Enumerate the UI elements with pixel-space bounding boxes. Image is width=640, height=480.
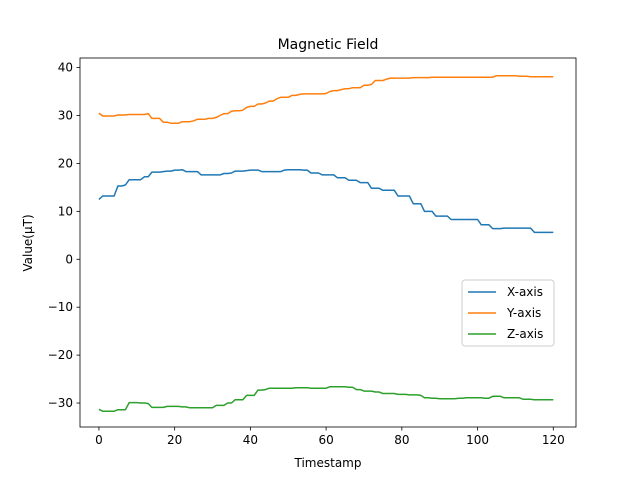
y-tick-label: 40 (58, 61, 73, 75)
legend-label-x-axis: X-axis (507, 285, 543, 299)
x-tick-label: 20 (167, 433, 182, 447)
axes: 0 20 40 60 80 100 120 −30 −20 −10 0 10 20 30 40 (48, 57, 577, 447)
legend: X-axis Y-axis Z-axis (461, 279, 555, 347)
x-tick-label: 60 (318, 433, 333, 447)
plot-area (98, 74, 554, 412)
plot-frame (79, 57, 577, 428)
x-axis-label: Timestamp (294, 456, 362, 470)
y-tick-label: −30 (48, 396, 73, 410)
x-tick-label: 0 (95, 433, 103, 447)
legend-label-y-axis: Y-axis (506, 306, 541, 320)
y-tick-label: 20 (58, 156, 73, 170)
x-tick-label: 120 (542, 433, 565, 447)
series-line-y-axis (98, 74, 554, 124)
y-tick-label: 10 (58, 204, 73, 218)
chart-title: Magnetic Field (278, 37, 379, 53)
y-tick-label: 30 (58, 109, 73, 123)
legend-label-z-axis: Z-axis (507, 327, 543, 341)
y-tick-label: 0 (65, 252, 73, 266)
legend-box (461, 279, 555, 347)
y-axis-label: Value(μT) (21, 214, 35, 271)
series-line-z-axis (98, 385, 554, 412)
y-tick-label: −20 (48, 348, 73, 362)
x-tick-label: 80 (394, 433, 409, 447)
x-tick-label: 100 (466, 433, 489, 447)
series-line-x-axis (98, 168, 554, 234)
x-tick-label: 40 (243, 433, 258, 447)
y-tick-label: −10 (48, 300, 73, 314)
